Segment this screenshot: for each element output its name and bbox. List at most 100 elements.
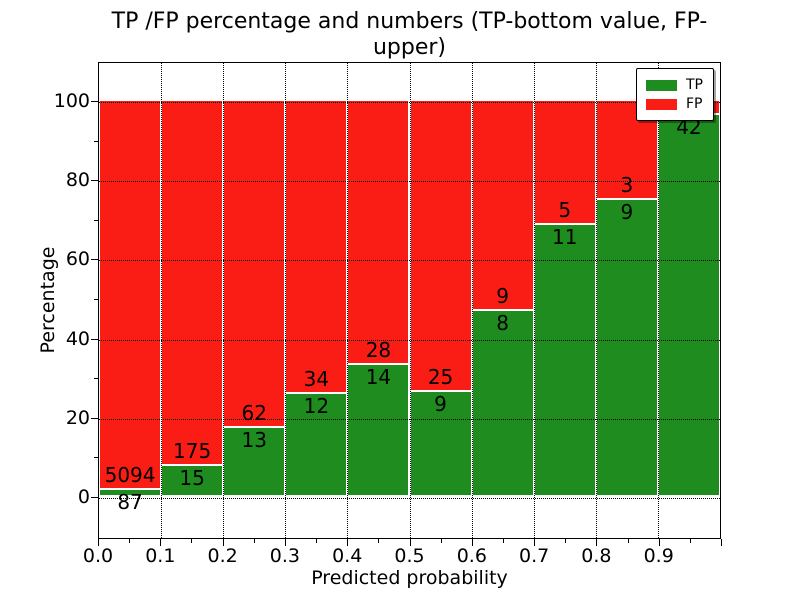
fp-count-label: 62 <box>241 401 267 426</box>
fp-segment <box>285 100 348 393</box>
x-axis-label: Predicted probability <box>311 567 508 589</box>
y-major-tick <box>91 180 98 182</box>
x-major-tick <box>284 539 286 546</box>
x-tick-label: 0.0 <box>82 545 114 567</box>
x-major-tick <box>471 539 473 546</box>
x-tick-label: 0.9 <box>643 545 674 567</box>
y-tick-label: 20 <box>65 406 90 429</box>
x-tick-label: 0.4 <box>332 545 363 567</box>
tp-count-label: 13 <box>241 428 267 453</box>
x-tick-label: 0.1 <box>145 545 176 567</box>
vertical-gridline <box>347 63 349 538</box>
vertical-gridline <box>471 63 473 538</box>
tp-legend-swatch <box>646 79 677 91</box>
y-tick-label: 0 <box>77 486 90 508</box>
fp-segment <box>223 100 286 428</box>
fp-segment <box>161 100 224 465</box>
bar-group: 42 <box>657 100 720 496</box>
tp-segment <box>347 364 410 496</box>
tp-count-label: 42 <box>676 115 702 140</box>
tp-count-label: 9 <box>620 200 634 224</box>
x-tick-label: 0.6 <box>456 545 487 567</box>
y-tick-label: 80 <box>65 169 90 192</box>
x-major-tick <box>534 539 536 546</box>
x-tick-label: 0.3 <box>269 545 300 567</box>
x-tick-label: 0.8 <box>581 545 612 567</box>
tp-count-label: 87 <box>117 490 143 515</box>
y-minor-tick <box>94 140 98 142</box>
vertical-gridline <box>409 63 411 538</box>
y-tick-label: 100 <box>53 90 90 112</box>
x-tick-label: 0.7 <box>518 545 550 567</box>
fp-count-label: 25 <box>427 365 454 390</box>
tp-segment <box>161 464 224 496</box>
x-major-tick <box>721 539 722 546</box>
bar-group: 5094 87 <box>99 100 162 513</box>
fp-legend-swatch <box>646 98 677 110</box>
y-major-tick <box>91 417 98 419</box>
chart-title-line1: TP /FP percentage and numbers (TP-bottom… <box>111 9 708 60</box>
x-major-tick <box>596 539 598 546</box>
y-tick-label: 40 <box>65 327 90 350</box>
bar-group: 25 9 <box>409 100 472 496</box>
x-minor-tick <box>191 539 193 543</box>
x-major-tick <box>98 539 99 546</box>
plot-area: 5094 87 175 15 62 13 34 12 28 14 25 9 9 8 5 11 3 9 42 TP FP <box>98 62 721 539</box>
bar-group: 175 15 <box>161 100 224 496</box>
x-minor-tick <box>565 539 567 543</box>
fp-count-label: 175 <box>173 438 212 463</box>
x-minor-tick <box>502 539 504 543</box>
x-minor-tick <box>627 539 629 543</box>
tp-count-label: 12 <box>303 393 330 418</box>
vertical-gridline <box>595 63 597 538</box>
tp-segment <box>409 391 472 496</box>
y-minor-tick <box>94 219 98 221</box>
vertical-gridline <box>161 63 163 538</box>
fp-count-label: 34 <box>303 366 330 391</box>
y-minor-tick <box>94 457 98 459</box>
vertical-gridline <box>533 63 535 538</box>
tp-count-label: 15 <box>179 465 205 490</box>
x-minor-tick <box>129 539 131 543</box>
bar-group: 62 13 <box>223 100 286 496</box>
fp-segment <box>99 100 162 490</box>
x-major-tick <box>658 539 660 546</box>
tp-segment <box>595 199 658 496</box>
fp-segment <box>471 100 534 310</box>
vertical-gridline <box>285 63 287 538</box>
x-minor-tick <box>689 539 691 543</box>
x-tick-label: 0.2 <box>207 545 238 567</box>
y-major-tick <box>91 497 98 498</box>
x-minor-tick <box>440 539 442 543</box>
y-minor-tick <box>94 299 98 300</box>
x-minor-tick <box>378 539 380 543</box>
legend-label: FP <box>686 96 703 112</box>
bar-group: 5 11 <box>533 100 596 496</box>
y-major-tick <box>91 259 98 261</box>
y-major-tick <box>91 101 98 102</box>
x-major-tick <box>222 539 224 546</box>
fp-count-label: 3 <box>620 173 634 197</box>
tp-count-label: 9 <box>434 392 447 417</box>
y-major-tick <box>91 338 98 340</box>
tp-segment <box>471 309 534 496</box>
bar-group: 34 12 <box>285 100 348 496</box>
vertical-gridline <box>657 63 659 538</box>
legend-item: FP <box>646 96 703 112</box>
x-tick-label: 0.5 <box>394 545 425 567</box>
x-minor-tick <box>253 539 255 543</box>
fp-count-label: 5094 <box>104 463 156 488</box>
x-major-tick <box>409 539 411 546</box>
tp-count-label: 11 <box>552 224 578 249</box>
tp-segment <box>657 114 720 496</box>
fp-segment <box>533 100 596 224</box>
x-major-tick <box>347 539 349 546</box>
y-minor-tick <box>94 378 98 380</box>
y-tick-label: 60 <box>65 248 90 271</box>
legend-item: TP <box>646 77 703 93</box>
tp-segment <box>99 489 162 496</box>
fp-count-label: 9 <box>496 283 509 308</box>
